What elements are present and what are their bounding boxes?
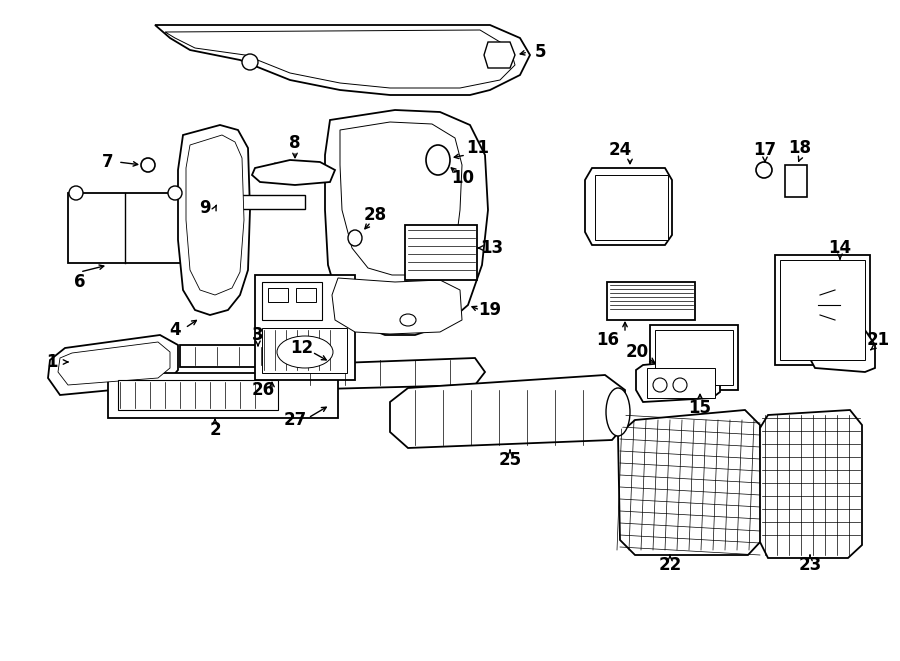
Text: 26: 26 <box>251 381 274 399</box>
Polygon shape <box>48 335 178 395</box>
Polygon shape <box>252 160 335 185</box>
Text: 3: 3 <box>252 326 264 344</box>
Ellipse shape <box>168 186 182 200</box>
Text: 1: 1 <box>46 353 58 371</box>
Polygon shape <box>278 358 485 390</box>
Ellipse shape <box>606 388 630 436</box>
Bar <box>650 325 738 390</box>
Bar <box>405 225 477 280</box>
Ellipse shape <box>653 378 667 392</box>
Text: 16: 16 <box>597 331 619 349</box>
Bar <box>180 345 335 367</box>
Bar <box>296 288 316 302</box>
Ellipse shape <box>431 150 445 170</box>
Text: 2: 2 <box>209 421 220 439</box>
Ellipse shape <box>426 145 450 175</box>
Ellipse shape <box>400 314 416 326</box>
Polygon shape <box>58 342 170 385</box>
Text: 4: 4 <box>169 321 181 339</box>
Ellipse shape <box>69 186 83 200</box>
Text: 17: 17 <box>753 141 777 159</box>
Bar <box>215 195 305 209</box>
Ellipse shape <box>611 394 625 430</box>
Text: 9: 9 <box>199 199 211 217</box>
Bar <box>262 328 347 373</box>
Text: 10: 10 <box>452 169 474 187</box>
Text: 25: 25 <box>499 451 522 469</box>
Bar <box>595 175 668 240</box>
Polygon shape <box>484 42 515 68</box>
Polygon shape <box>760 410 862 558</box>
Bar <box>780 260 865 360</box>
Bar <box>255 275 355 380</box>
Ellipse shape <box>277 336 333 368</box>
Polygon shape <box>165 30 515 88</box>
Text: 8: 8 <box>289 134 301 152</box>
Polygon shape <box>808 330 875 372</box>
Text: 5: 5 <box>535 43 545 61</box>
Ellipse shape <box>756 162 772 178</box>
Text: 15: 15 <box>688 399 712 417</box>
Bar <box>647 368 715 398</box>
Text: 23: 23 <box>798 556 822 574</box>
Text: 22: 22 <box>659 556 681 574</box>
Text: 28: 28 <box>364 206 387 224</box>
Text: 12: 12 <box>291 339 313 357</box>
Polygon shape <box>155 25 530 95</box>
Polygon shape <box>340 122 462 275</box>
Bar <box>118 380 278 410</box>
Polygon shape <box>325 110 488 335</box>
Text: 13: 13 <box>481 239 504 257</box>
Bar <box>68 193 183 263</box>
Polygon shape <box>636 358 720 402</box>
Bar <box>607 282 695 320</box>
Polygon shape <box>618 410 762 555</box>
Bar <box>655 330 733 385</box>
Text: 24: 24 <box>608 141 632 159</box>
Text: 18: 18 <box>788 139 812 157</box>
Polygon shape <box>332 278 462 334</box>
Polygon shape <box>585 168 672 245</box>
Bar <box>108 373 338 418</box>
Polygon shape <box>178 125 250 315</box>
Text: 14: 14 <box>828 239 851 257</box>
Text: 20: 20 <box>626 343 649 361</box>
Text: 21: 21 <box>867 331 889 349</box>
Polygon shape <box>186 135 244 295</box>
Text: 11: 11 <box>466 139 490 157</box>
Text: 19: 19 <box>479 301 501 319</box>
Bar <box>785 165 807 197</box>
Bar <box>262 282 322 320</box>
Ellipse shape <box>141 158 155 172</box>
Bar <box>268 288 288 302</box>
Text: 7: 7 <box>103 153 113 171</box>
Bar <box>775 255 870 365</box>
Text: 6: 6 <box>74 273 86 291</box>
Ellipse shape <box>242 54 258 70</box>
Polygon shape <box>390 375 625 448</box>
Text: 27: 27 <box>284 411 307 429</box>
Ellipse shape <box>673 378 687 392</box>
Ellipse shape <box>348 230 362 246</box>
